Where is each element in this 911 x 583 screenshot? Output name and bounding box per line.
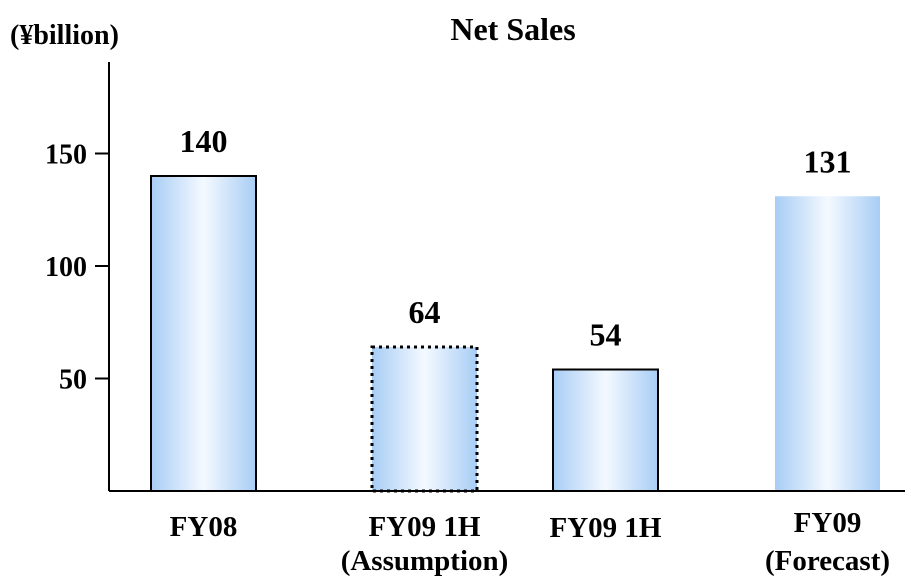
chart-title: Net Sales bbox=[450, 11, 575, 47]
x-category-sublabel-3: (Forecast) bbox=[765, 545, 890, 577]
data-label-3: 131 bbox=[804, 143, 852, 179]
bar-0 bbox=[150, 175, 257, 492]
bar-3 bbox=[775, 196, 880, 491]
x-category-label-3: FY09 bbox=[794, 507, 862, 539]
bar-1 bbox=[370, 345, 479, 493]
y-axis-unit-label: (¥billion) bbox=[10, 20, 119, 51]
y-tick-label-0: 50 bbox=[59, 365, 87, 396]
y-tick-label-2: 150 bbox=[45, 140, 87, 171]
x-category-label-2: FY09 1H bbox=[550, 512, 662, 544]
x-category-label-0: FY08 bbox=[170, 511, 238, 543]
data-label-2: 54 bbox=[590, 317, 622, 353]
x-category-sublabel-1: (Assumption) bbox=[341, 545, 509, 577]
data-label-0: 140 bbox=[180, 123, 228, 159]
data-label-1: 64 bbox=[409, 294, 441, 330]
y-tick-label-1: 100 bbox=[45, 252, 87, 283]
x-category-label-1: FY09 1H bbox=[369, 511, 481, 543]
bar-2 bbox=[552, 368, 659, 492]
